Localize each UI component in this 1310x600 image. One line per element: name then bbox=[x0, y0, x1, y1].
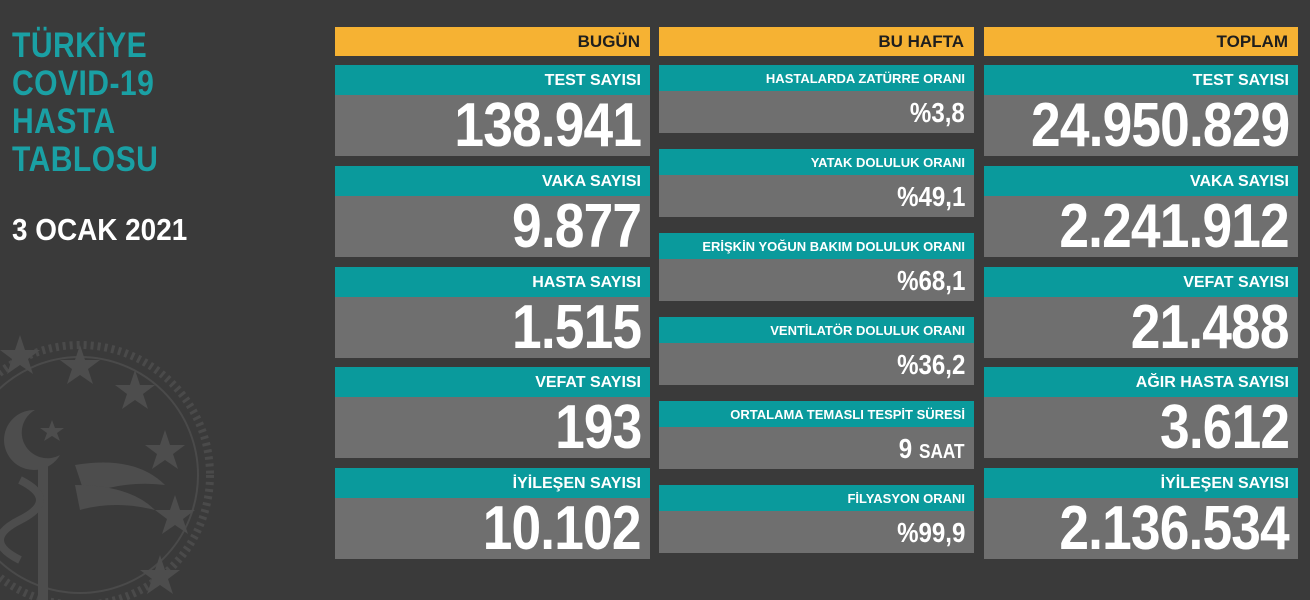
today-recovered-card: İYİLEŞEN SAYISI 10.102 bbox=[335, 468, 650, 559]
total-case-card: VAKA SAYISI 2.241.912 bbox=[984, 166, 1298, 257]
total-death-value: 21.488 bbox=[1131, 297, 1290, 358]
week-filiation-value-box: %99,9 bbox=[659, 511, 974, 553]
week-contact-time-card: ORTALAMA TEMASLI TESPİT SÜRESİ 9 SAAT bbox=[659, 401, 974, 469]
week-pneumonia-value-box: %3,8 bbox=[659, 91, 974, 133]
week-contact-time-value: 9 bbox=[899, 433, 913, 464]
today-death-value: 193 bbox=[554, 397, 642, 458]
today-test-value: 138.941 bbox=[454, 95, 642, 156]
total-case-label: VAKA SAYISI bbox=[984, 166, 1298, 196]
today-test-value-box: 138.941 bbox=[335, 95, 650, 156]
dashboard-title: TÜRKİYE COVID-19 HASTA TABLOSU bbox=[12, 27, 158, 179]
week-ventilator-card: VENTİLATÖR DOLULUK ORANI %36,2 bbox=[659, 317, 974, 385]
today-death-label: VEFAT SAYISI bbox=[335, 367, 650, 397]
today-death-card: VEFAT SAYISI 193 bbox=[335, 367, 650, 458]
today-case-card: VAKA SAYISI 9.877 bbox=[335, 166, 650, 257]
today-patient-value: 1.515 bbox=[511, 297, 642, 358]
week-ventilator-value-box: %36,2 bbox=[659, 343, 974, 385]
total-recovered-value-box: 2.136.534 bbox=[984, 498, 1298, 559]
today-case-value: 9.877 bbox=[511, 196, 642, 257]
week-pneumonia-value: %3,8 bbox=[910, 97, 965, 128]
week-pneumonia-label: HASTALARDA ZATÜRRE ORANI bbox=[659, 65, 974, 91]
total-column: TOPLAM TEST SAYISI 24.950.829 VAKA SAYIS… bbox=[984, 27, 1298, 559]
ministry-of-health-emblem-icon bbox=[0, 335, 214, 600]
title-line-1: TÜRKİYE bbox=[12, 26, 148, 65]
today-recovered-value-box: 10.102 bbox=[335, 498, 650, 559]
week-filiation-value: %99,9 bbox=[896, 517, 965, 548]
today-case-label: VAKA SAYISI bbox=[335, 166, 650, 196]
week-bed-value-box: %49,1 bbox=[659, 175, 974, 217]
total-test-label: TEST SAYISI bbox=[984, 65, 1298, 95]
total-test-value-box: 24.950.829 bbox=[984, 95, 1298, 156]
week-filiation-card: FİLYASYON ORANI %99,9 bbox=[659, 485, 974, 553]
total-header: TOPLAM bbox=[984, 27, 1298, 56]
today-patient-label: HASTA SAYISI bbox=[335, 267, 650, 297]
title-line-2: COVID-19 bbox=[12, 64, 155, 103]
report-date: 3 OCAK 2021 bbox=[12, 212, 188, 247]
total-test-value: 24.950.829 bbox=[1030, 95, 1290, 156]
today-death-value-box: 193 bbox=[335, 397, 650, 458]
today-recovered-value: 10.102 bbox=[483, 498, 642, 559]
today-recovered-label: İYİLEŞEN SAYISI bbox=[335, 468, 650, 498]
week-ventilator-value: %36,2 bbox=[896, 349, 965, 380]
week-bed-value: %49,1 bbox=[896, 181, 965, 212]
today-test-card: TEST SAYISI 138.941 bbox=[335, 65, 650, 156]
week-icu-label: ERİŞKİN YOĞUN BAKIM DOLULUK ORANI bbox=[659, 233, 974, 259]
total-critical-value-box: 3.612 bbox=[984, 397, 1298, 458]
week-pneumonia-card: HASTALARDA ZATÜRRE ORANI %3,8 bbox=[659, 65, 974, 133]
today-patient-card: HASTA SAYISI 1.515 bbox=[335, 267, 650, 358]
title-line-4: TABLOSU bbox=[12, 140, 159, 179]
total-recovered-value: 2.136.534 bbox=[1059, 498, 1290, 559]
total-critical-card: AĞIR HASTA SAYISI 3.612 bbox=[984, 367, 1298, 458]
week-icu-value-box: %68,1 bbox=[659, 259, 974, 301]
total-case-value: 2.241.912 bbox=[1059, 196, 1290, 257]
total-critical-value: 3.612 bbox=[1159, 397, 1290, 458]
total-recovered-label: İYİLEŞEN SAYISI bbox=[984, 468, 1298, 498]
total-case-value-box: 2.241.912 bbox=[984, 196, 1298, 257]
title-line-3: HASTA bbox=[12, 102, 116, 141]
today-header: BUGÜN bbox=[335, 27, 650, 56]
today-test-label: TEST SAYISI bbox=[335, 65, 650, 95]
week-header: BU HAFTA bbox=[659, 27, 974, 56]
week-bed-card: YATAK DOLULUK ORANI %49,1 bbox=[659, 149, 974, 217]
week-icu-card: ERİŞKİN YOĞUN BAKIM DOLULUK ORANI %68,1 bbox=[659, 233, 974, 301]
total-death-label: VEFAT SAYISI bbox=[984, 267, 1298, 297]
today-column: BUGÜN TEST SAYISI 138.941 VAKA SAYISI 9.… bbox=[335, 27, 650, 559]
total-test-card: TEST SAYISI 24.950.829 bbox=[984, 65, 1298, 156]
week-icu-value: %68,1 bbox=[896, 265, 965, 296]
total-recovered-card: İYİLEŞEN SAYISI 2.136.534 bbox=[984, 468, 1298, 559]
total-critical-label: AĞIR HASTA SAYISI bbox=[984, 367, 1298, 397]
week-filiation-label: FİLYASYON ORANI bbox=[659, 485, 974, 511]
week-column: BU HAFTA HASTALARDA ZATÜRRE ORANI %3,8 Y… bbox=[659, 27, 974, 553]
week-contact-time-unit: SAAT bbox=[919, 441, 965, 463]
total-death-card: VEFAT SAYISI 21.488 bbox=[984, 267, 1298, 358]
today-case-value-box: 9.877 bbox=[335, 196, 650, 257]
week-contact-time-value-box: 9 SAAT bbox=[659, 427, 974, 469]
total-death-value-box: 21.488 bbox=[984, 297, 1298, 358]
week-contact-time-label: ORTALAMA TEMASLI TESPİT SÜRESİ bbox=[659, 401, 974, 427]
week-ventilator-label: VENTİLATÖR DOLULUK ORANI bbox=[659, 317, 974, 343]
today-patient-value-box: 1.515 bbox=[335, 297, 650, 358]
week-bed-label: YATAK DOLULUK ORANI bbox=[659, 149, 974, 175]
